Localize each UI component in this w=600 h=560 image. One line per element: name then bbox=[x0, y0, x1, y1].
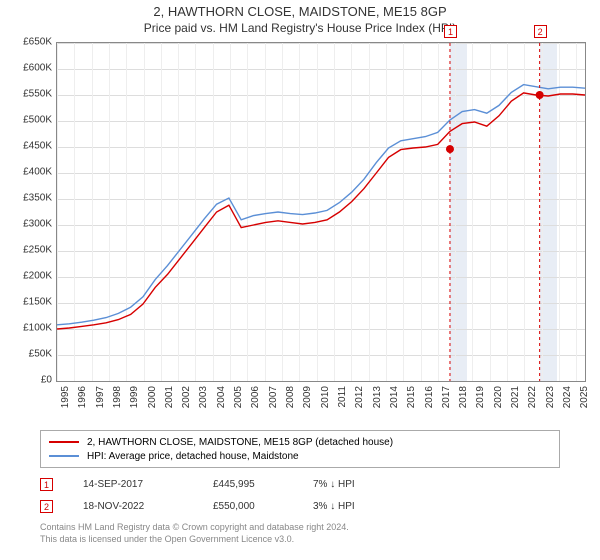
x-axis-label: 2010 bbox=[320, 386, 331, 408]
x-axis-label: 2021 bbox=[510, 386, 521, 408]
x-axis-label: 1996 bbox=[77, 386, 88, 408]
x-axis-label: 2022 bbox=[527, 386, 538, 408]
chart-subtitle: Price paid vs. HM Land Registry's House … bbox=[0, 21, 600, 35]
x-axis-label: 2008 bbox=[285, 386, 296, 408]
sale-delta: 3% ↓ HPI bbox=[313, 501, 560, 512]
x-axis-label: 2025 bbox=[579, 386, 590, 408]
legend-row: HPI: Average price, detached house, Maid… bbox=[49, 449, 551, 463]
x-axis-label: 2023 bbox=[545, 386, 556, 408]
legend: 2, HAWTHORN CLOSE, MAIDSTONE, ME15 8GP (… bbox=[40, 430, 560, 468]
x-axis-label: 2014 bbox=[389, 386, 400, 408]
x-axis-label: 2000 bbox=[147, 386, 158, 408]
y-axis-label: £200K bbox=[8, 271, 52, 282]
legend-row: 2, HAWTHORN CLOSE, MAIDSTONE, ME15 8GP (… bbox=[49, 435, 551, 449]
x-axis-label: 2017 bbox=[441, 386, 452, 408]
x-axis-label: 2002 bbox=[181, 386, 192, 408]
sale-delta: 7% ↓ HPI bbox=[313, 479, 560, 490]
x-axis-label: 2004 bbox=[216, 386, 227, 408]
y-axis-label: £0 bbox=[8, 375, 52, 386]
x-axis-label: 2016 bbox=[424, 386, 435, 408]
x-axis-label: 2005 bbox=[233, 386, 244, 408]
y-axis-label: £50K bbox=[8, 349, 52, 360]
x-axis-label: 2001 bbox=[164, 386, 175, 408]
sale-price: £550,000 bbox=[213, 501, 313, 512]
y-axis-label: £350K bbox=[8, 193, 52, 204]
legend-swatch-icon bbox=[49, 455, 79, 457]
x-axis-label: 2012 bbox=[354, 386, 365, 408]
chart-marker-badge: 1 bbox=[444, 25, 457, 38]
title-block: 2, HAWTHORN CLOSE, MAIDSTONE, ME15 8GP P… bbox=[0, 0, 600, 35]
sale-row: 1 14-SEP-2017 £445,995 7% ↓ HPI bbox=[40, 476, 560, 492]
y-axis-label: £150K bbox=[8, 297, 52, 308]
y-axis-label: £650K bbox=[8, 37, 52, 48]
y-axis-label: £250K bbox=[8, 245, 52, 256]
y-axis-label: £550K bbox=[8, 89, 52, 100]
sale-price: £445,995 bbox=[213, 479, 313, 490]
x-axis-label: 1999 bbox=[129, 386, 140, 408]
x-axis-label: 2024 bbox=[562, 386, 573, 408]
x-axis-label: 2007 bbox=[268, 386, 279, 408]
x-axis-label: 2013 bbox=[372, 386, 383, 408]
sale-date: 14-SEP-2017 bbox=[83, 479, 213, 490]
sale-date: 18-NOV-2022 bbox=[83, 501, 213, 512]
y-axis-label: £500K bbox=[8, 115, 52, 126]
x-axis-label: 2003 bbox=[198, 386, 209, 408]
plot-area: 12 bbox=[56, 42, 586, 382]
footer: Contains HM Land Registry data © Crown c… bbox=[40, 522, 560, 545]
y-axis-label: £100K bbox=[8, 323, 52, 334]
x-axis-label: 2009 bbox=[302, 386, 313, 408]
y-axis-label: £300K bbox=[8, 219, 52, 230]
chart-marker-badge: 2 bbox=[534, 25, 547, 38]
x-axis-label: 1998 bbox=[112, 386, 123, 408]
chart: 12 £0 £50K £100K £150K £200K £250K £300K £350K £… bbox=[8, 42, 592, 422]
sale-marker-badge: 1 bbox=[40, 478, 53, 491]
x-axis-label: 2011 bbox=[337, 386, 348, 408]
legend-label: 2, HAWTHORN CLOSE, MAIDSTONE, ME15 8GP (… bbox=[87, 437, 393, 448]
footer-line: Contains HM Land Registry data © Crown c… bbox=[40, 522, 560, 534]
x-axis-label: 1995 bbox=[60, 386, 71, 408]
x-axis-label: 2019 bbox=[475, 386, 486, 408]
footer-line: This data is licensed under the Open Gov… bbox=[40, 534, 560, 546]
legend-swatch-icon bbox=[49, 441, 79, 443]
x-axis-label: 2020 bbox=[493, 386, 504, 408]
x-axis-label: 2006 bbox=[250, 386, 261, 408]
x-axis-label: 1997 bbox=[95, 386, 106, 408]
chart-svg bbox=[57, 43, 585, 381]
y-axis-label: £450K bbox=[8, 141, 52, 152]
sale-marker-badge: 2 bbox=[40, 500, 53, 513]
legend-label: HPI: Average price, detached house, Maid… bbox=[87, 451, 299, 462]
y-axis-label: £600K bbox=[8, 63, 52, 74]
chart-title: 2, HAWTHORN CLOSE, MAIDSTONE, ME15 8GP bbox=[0, 4, 600, 19]
x-axis-label: 2015 bbox=[406, 386, 417, 408]
x-axis-label: 2018 bbox=[458, 386, 469, 408]
y-axis-label: £400K bbox=[8, 167, 52, 178]
sale-row: 2 18-NOV-2022 £550,000 3% ↓ HPI bbox=[40, 498, 560, 514]
